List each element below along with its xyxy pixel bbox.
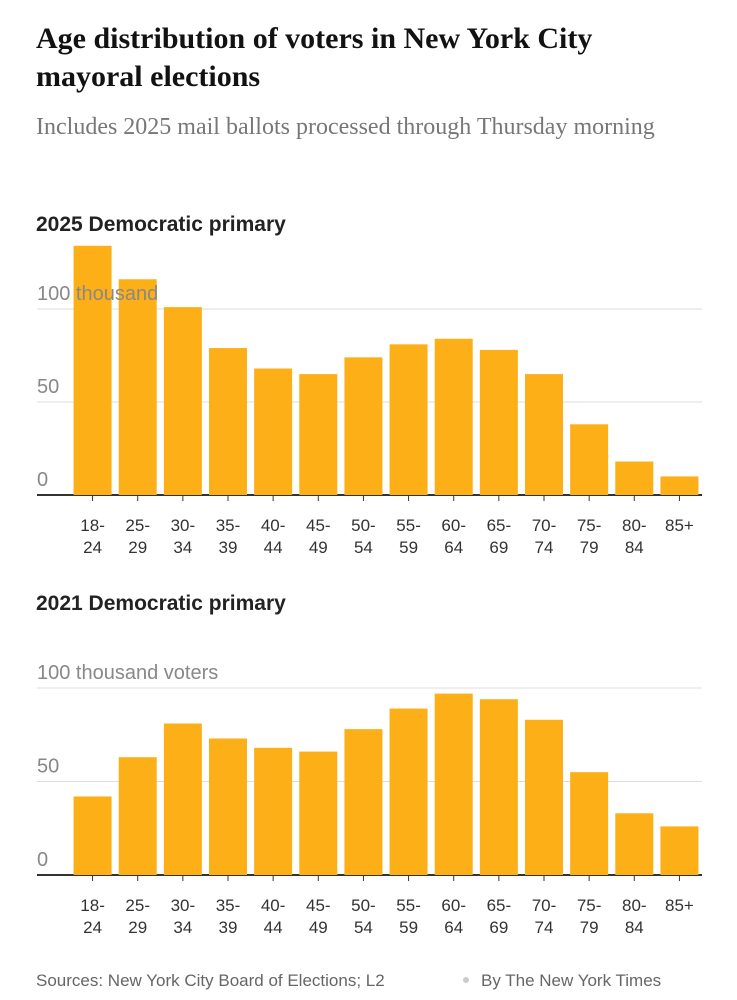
- bar: [299, 374, 338, 495]
- x-tick-label: 70-74: [532, 516, 557, 557]
- bar: [615, 813, 654, 875]
- title: Age distribution of voters in New York C…: [36, 22, 592, 93]
- x-tick-label: 35-39: [216, 896, 241, 937]
- bar: [254, 747, 293, 875]
- bar: [525, 374, 563, 495]
- x-tick-label: 30-34: [171, 896, 196, 937]
- bar: [660, 826, 699, 875]
- bar: [434, 338, 473, 495]
- y-tick-label: 0: [37, 469, 48, 491]
- x-tick-label: 60-64: [441, 896, 466, 937]
- bar: [479, 699, 518, 875]
- separator-dot: [463, 977, 469, 983]
- y-tick-label: 100 thousand: [37, 283, 158, 305]
- x-tick-label: 40-44: [261, 516, 286, 557]
- bar: [209, 348, 247, 495]
- bar: [73, 245, 112, 495]
- bar: [570, 772, 609, 875]
- x-tick-label: 50-54: [351, 896, 376, 937]
- bar: [389, 344, 428, 495]
- bar: [73, 796, 112, 875]
- x-tick-label: 18-24: [80, 516, 105, 557]
- bar: [254, 368, 293, 495]
- bar: [479, 349, 518, 495]
- x-tick-label: 45-49: [306, 516, 331, 557]
- bar: [389, 708, 428, 875]
- bar: [615, 461, 654, 495]
- bar: [525, 719, 563, 875]
- bar: [660, 476, 699, 495]
- x-tick-label: 85+: [665, 896, 694, 915]
- x-tick-label: 65-69: [487, 896, 512, 937]
- bar: [570, 424, 609, 495]
- chart-title: 2021 Democratic primary: [36, 592, 286, 615]
- bar: [163, 307, 202, 495]
- x-tick-label: 60-64: [441, 516, 466, 557]
- x-tick-label: 70-74: [532, 896, 557, 937]
- byline: By The New York Times: [481, 971, 661, 990]
- x-tick-label: 45-49: [306, 896, 331, 937]
- bar: [344, 729, 383, 875]
- x-tick-label: 65-69: [487, 516, 512, 557]
- x-tick-label: 75-79: [577, 896, 602, 937]
- y-tick-label: 50: [37, 376, 59, 398]
- bar: [209, 738, 247, 875]
- bar: [118, 279, 157, 495]
- bar: [299, 751, 338, 875]
- y-tick-label: 50: [37, 756, 59, 778]
- x-tick-label: 18-24: [80, 896, 105, 937]
- x-tick-label: 25-29: [125, 516, 150, 557]
- x-tick-label: 30-34: [171, 516, 196, 557]
- x-tick-label: 55-59: [396, 516, 421, 557]
- bar: [344, 357, 383, 495]
- bar: [118, 757, 157, 875]
- subtitle: Includes 2025 mail ballots processed thr…: [36, 114, 655, 140]
- source: Sources: New York City Board of Election…: [36, 971, 385, 990]
- x-tick-label: 80-84: [622, 516, 647, 557]
- x-tick-label: 35-39: [216, 516, 241, 557]
- y-tick-label: 100 thousand voters: [37, 662, 218, 684]
- chart-title: 2025 Democratic primary: [36, 213, 286, 236]
- x-tick-label: 55-59: [396, 896, 421, 937]
- x-tick-label: 50-54: [351, 516, 376, 557]
- x-tick-label: 25-29: [125, 896, 150, 937]
- bar: [163, 723, 202, 875]
- x-tick-label: 40-44: [261, 896, 286, 937]
- y-tick-label: 0: [37, 849, 48, 871]
- x-tick-label: 75-79: [577, 516, 602, 557]
- x-tick-label: 80-84: [622, 896, 647, 937]
- bar: [434, 693, 473, 875]
- x-tick-label: 85+: [665, 516, 694, 535]
